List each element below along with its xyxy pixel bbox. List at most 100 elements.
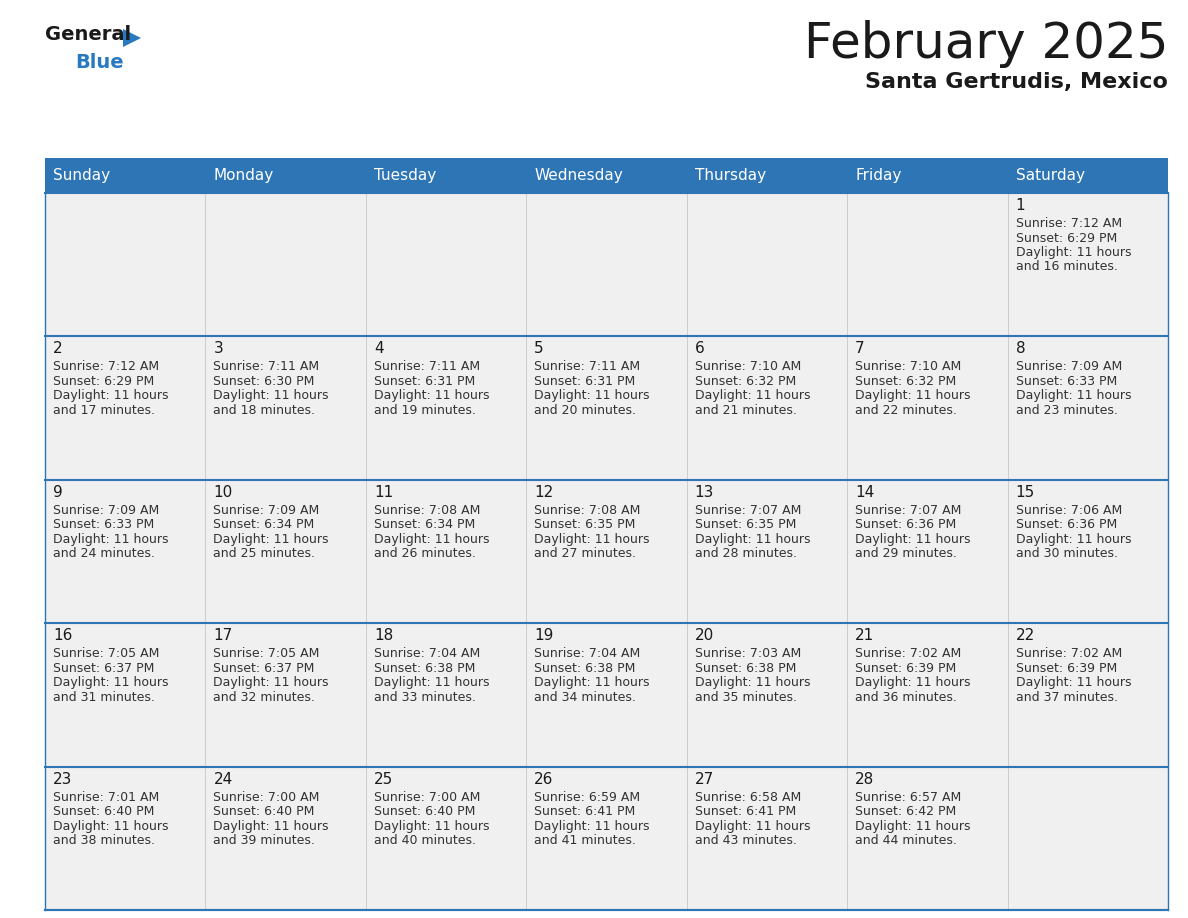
- Text: Daylight: 11 hours: Daylight: 11 hours: [1016, 389, 1131, 402]
- Text: Daylight: 11 hours: Daylight: 11 hours: [855, 532, 971, 546]
- Text: Daylight: 11 hours: Daylight: 11 hours: [535, 532, 650, 546]
- Text: Daylight: 11 hours: Daylight: 11 hours: [855, 389, 971, 402]
- Text: Sunset: 6:33 PM: Sunset: 6:33 PM: [53, 519, 154, 532]
- Text: Sunrise: 7:00 AM: Sunrise: 7:00 AM: [374, 790, 480, 803]
- Text: 7: 7: [855, 341, 865, 356]
- Bar: [45, 623, 206, 767]
- Bar: [366, 480, 526, 623]
- Bar: [366, 767, 526, 910]
- Text: 12: 12: [535, 485, 554, 499]
- Text: Wednesday: Wednesday: [535, 168, 623, 183]
- Bar: [847, 336, 1007, 480]
- Bar: [366, 623, 526, 767]
- Text: Daylight: 11 hours: Daylight: 11 hours: [695, 532, 810, 546]
- Text: Sunset: 6:36 PM: Sunset: 6:36 PM: [1016, 519, 1117, 532]
- Text: Daylight: 11 hours: Daylight: 11 hours: [695, 389, 810, 402]
- Text: Daylight: 11 hours: Daylight: 11 hours: [1016, 677, 1131, 689]
- Text: and 39 minutes.: and 39 minutes.: [214, 834, 315, 847]
- Bar: [687, 336, 847, 480]
- Text: Sunrise: 7:04 AM: Sunrise: 7:04 AM: [535, 647, 640, 660]
- Text: Sunset: 6:29 PM: Sunset: 6:29 PM: [1016, 231, 1117, 244]
- Text: 26: 26: [535, 772, 554, 787]
- Text: 13: 13: [695, 485, 714, 499]
- Text: Friday: Friday: [855, 168, 902, 183]
- Text: 23: 23: [53, 772, 72, 787]
- Bar: [687, 193, 847, 336]
- Text: Daylight: 11 hours: Daylight: 11 hours: [374, 532, 489, 546]
- Text: and 16 minutes.: and 16 minutes.: [1016, 261, 1118, 274]
- Text: 27: 27: [695, 772, 714, 787]
- Text: 28: 28: [855, 772, 874, 787]
- Text: 5: 5: [535, 341, 544, 356]
- Text: Sunset: 6:40 PM: Sunset: 6:40 PM: [53, 805, 154, 818]
- Text: and 44 minutes.: and 44 minutes.: [855, 834, 958, 847]
- Text: Sunset: 6:38 PM: Sunset: 6:38 PM: [374, 662, 475, 675]
- Text: Daylight: 11 hours: Daylight: 11 hours: [374, 677, 489, 689]
- Text: and 24 minutes.: and 24 minutes.: [53, 547, 154, 560]
- Text: Daylight: 11 hours: Daylight: 11 hours: [695, 820, 810, 833]
- Text: Daylight: 11 hours: Daylight: 11 hours: [53, 677, 169, 689]
- Text: Sunrise: 7:02 AM: Sunrise: 7:02 AM: [855, 647, 961, 660]
- Text: Daylight: 11 hours: Daylight: 11 hours: [535, 677, 650, 689]
- Polygon shape: [124, 29, 141, 47]
- Text: 8: 8: [1016, 341, 1025, 356]
- Bar: [687, 767, 847, 910]
- Text: and 38 minutes.: and 38 minutes.: [53, 834, 154, 847]
- Text: Sunset: 6:38 PM: Sunset: 6:38 PM: [695, 662, 796, 675]
- Text: 24: 24: [214, 772, 233, 787]
- Text: 4: 4: [374, 341, 384, 356]
- Bar: [847, 623, 1007, 767]
- Text: Daylight: 11 hours: Daylight: 11 hours: [214, 532, 329, 546]
- Text: Sunset: 6:29 PM: Sunset: 6:29 PM: [53, 375, 154, 388]
- Text: Sunrise: 7:03 AM: Sunrise: 7:03 AM: [695, 647, 801, 660]
- Text: Daylight: 11 hours: Daylight: 11 hours: [1016, 532, 1131, 546]
- Text: Sunrise: 7:05 AM: Sunrise: 7:05 AM: [214, 647, 320, 660]
- Text: Sunset: 6:42 PM: Sunset: 6:42 PM: [855, 805, 956, 818]
- Text: Daylight: 11 hours: Daylight: 11 hours: [855, 820, 971, 833]
- Text: Daylight: 11 hours: Daylight: 11 hours: [535, 820, 650, 833]
- Text: and 22 minutes.: and 22 minutes.: [855, 404, 958, 417]
- Text: and 37 minutes.: and 37 minutes.: [1016, 690, 1118, 704]
- Text: Daylight: 11 hours: Daylight: 11 hours: [214, 820, 329, 833]
- Text: Daylight: 11 hours: Daylight: 11 hours: [374, 389, 489, 402]
- Bar: [526, 336, 687, 480]
- Text: Daylight: 11 hours: Daylight: 11 hours: [53, 820, 169, 833]
- Bar: [1007, 480, 1168, 623]
- Text: Sunrise: 7:11 AM: Sunrise: 7:11 AM: [535, 361, 640, 374]
- Text: 18: 18: [374, 628, 393, 644]
- Text: Daylight: 11 hours: Daylight: 11 hours: [855, 677, 971, 689]
- Text: Sunset: 6:31 PM: Sunset: 6:31 PM: [374, 375, 475, 388]
- Text: Sunrise: 6:58 AM: Sunrise: 6:58 AM: [695, 790, 801, 803]
- Text: Sunset: 6:40 PM: Sunset: 6:40 PM: [374, 805, 475, 818]
- Bar: [1007, 193, 1168, 336]
- Bar: [45, 193, 206, 336]
- Bar: [206, 480, 366, 623]
- Text: Sunrise: 7:09 AM: Sunrise: 7:09 AM: [214, 504, 320, 517]
- Text: Daylight: 11 hours: Daylight: 11 hours: [535, 389, 650, 402]
- Text: and 30 minutes.: and 30 minutes.: [1016, 547, 1118, 560]
- Text: Sunrise: 7:10 AM: Sunrise: 7:10 AM: [695, 361, 801, 374]
- Text: Sunset: 6:40 PM: Sunset: 6:40 PM: [214, 805, 315, 818]
- Text: Daylight: 11 hours: Daylight: 11 hours: [214, 677, 329, 689]
- Text: Daylight: 11 hours: Daylight: 11 hours: [695, 677, 810, 689]
- Bar: [206, 767, 366, 910]
- Text: and 41 minutes.: and 41 minutes.: [535, 834, 636, 847]
- Text: 9: 9: [53, 485, 63, 499]
- Text: Sunrise: 7:09 AM: Sunrise: 7:09 AM: [1016, 361, 1121, 374]
- Bar: [526, 193, 687, 336]
- Bar: [366, 193, 526, 336]
- Text: Sunset: 6:32 PM: Sunset: 6:32 PM: [695, 375, 796, 388]
- Bar: [847, 480, 1007, 623]
- Text: and 19 minutes.: and 19 minutes.: [374, 404, 475, 417]
- Text: Sunset: 6:38 PM: Sunset: 6:38 PM: [535, 662, 636, 675]
- Bar: [1007, 336, 1168, 480]
- Bar: [1007, 767, 1168, 910]
- Text: 22: 22: [1016, 628, 1035, 644]
- Text: Sunset: 6:37 PM: Sunset: 6:37 PM: [214, 662, 315, 675]
- Text: Sunday: Sunday: [53, 168, 110, 183]
- Text: Daylight: 11 hours: Daylight: 11 hours: [374, 820, 489, 833]
- Text: and 20 minutes.: and 20 minutes.: [535, 404, 637, 417]
- Text: 25: 25: [374, 772, 393, 787]
- Text: Sunrise: 7:11 AM: Sunrise: 7:11 AM: [374, 361, 480, 374]
- Text: Monday: Monday: [214, 168, 273, 183]
